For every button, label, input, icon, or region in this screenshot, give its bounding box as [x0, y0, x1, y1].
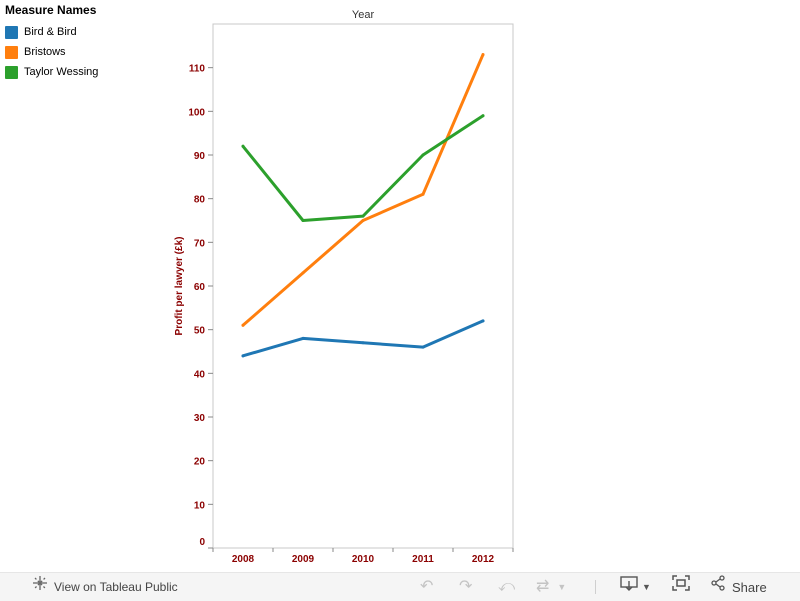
plot-frame [212, 23, 514, 549]
legend-swatch [5, 65, 18, 79]
fullscreen-button[interactable] [672, 573, 690, 601]
legend-label: Bristows [24, 46, 66, 58]
data-point[interactable] [301, 219, 305, 222]
legend-title: Measure Names [5, 3, 97, 17]
x-tick-label: 2012 [472, 554, 495, 565]
legend-item-bristows[interactable]: Bristows [5, 42, 165, 62]
data-point[interactable] [481, 319, 485, 323]
y-tick-label: 40 [194, 369, 206, 380]
legend-swatch [5, 25, 18, 39]
series-line-bird-bird[interactable] [241, 319, 485, 358]
y-tick-label: 100 [188, 107, 205, 118]
view-on-tableau-link[interactable]: View on Tableau Public [32, 573, 178, 601]
share-label: Share [732, 579, 767, 595]
legend-label: Taylor Wessing [24, 66, 99, 78]
revert-button[interactable]: ⤺ [498, 573, 515, 601]
data-point[interactable] [241, 354, 245, 358]
data-point[interactable] [361, 214, 365, 218]
chart-title: Year [352, 9, 375, 21]
data-point[interactable] [361, 341, 365, 345]
y-tick-label: 0 [199, 537, 205, 548]
data-point[interactable] [301, 271, 305, 275]
y-tick-label: 50 [194, 326, 206, 337]
legend-item-bird-bird[interactable]: Bird & Bird [5, 22, 165, 42]
refresh-button[interactable]: ⇄ ▼ [536, 573, 566, 601]
download-button[interactable]: ▼ [620, 573, 651, 601]
y-tick-label: 60 [194, 282, 206, 293]
redo-icon: ↷ [459, 578, 473, 595]
view-on-tableau-label: View on Tableau Public [54, 580, 178, 594]
y-tick-label: 110 [189, 64, 206, 75]
legend: Measure Names Bird & Bird Bristows Taylo… [5, 3, 165, 82]
network-icon [32, 573, 48, 601]
y-axis-label: Profit per lawyer (£k) [174, 237, 185, 336]
x-tick-label: 2011 [412, 554, 434, 565]
y-tick-label: 30 [194, 413, 206, 424]
y-axis: 0 10 20 30 40 50 60 70 80 90 100 110 [188, 64, 213, 549]
refresh-icon: ⇄ [536, 578, 550, 595]
x-tick-label: 2009 [292, 554, 315, 565]
legend-item-taylor-wessing[interactable]: Taylor Wessing [5, 62, 165, 82]
share-icon [710, 573, 726, 601]
y-tick-label: 20 [194, 457, 206, 468]
share-button[interactable]: Share [710, 573, 767, 601]
y-tick-label: 70 [194, 238, 206, 249]
toolbar-divider [595, 580, 596, 594]
data-point[interactable] [241, 323, 245, 327]
y-tick-label: 90 [194, 151, 206, 162]
toolbar: View on Tableau Public ↶ ↷ ⤺ ⇄ ▼ ▼ Share [0, 572, 800, 601]
x-tick-label: 2010 [352, 554, 375, 565]
fullscreen-icon [672, 573, 690, 601]
data-point[interactable] [421, 153, 425, 157]
legend-label: Bird & Bird [24, 26, 77, 38]
data-point[interactable] [421, 345, 425, 349]
x-tick-label: 2008 [232, 554, 255, 565]
x-axis: 2008 2009 2010 2011 2012 [212, 548, 514, 565]
undo-icon: ↶ [420, 578, 434, 595]
series-layer [241, 53, 485, 358]
revert-icon: ⤺ [498, 578, 516, 595]
chevron-down-icon: ▼ [557, 582, 567, 592]
data-point[interactable] [361, 219, 365, 222]
data-point[interactable] [481, 53, 485, 57]
data-point[interactable] [301, 336, 305, 340]
data-point[interactable] [481, 114, 485, 118]
y-tick-label: 80 [194, 195, 206, 206]
data-point[interactable] [241, 144, 245, 148]
y-tick-label: 10 [194, 500, 206, 511]
download-icon [620, 573, 638, 601]
legend-swatch [5, 45, 18, 59]
series-line-taylor-wessing[interactable] [241, 114, 485, 222]
chevron-down-icon: ▼ [642, 582, 651, 592]
undo-button[interactable]: ↶ [420, 573, 433, 601]
redo-button[interactable]: ↷ [459, 573, 472, 601]
data-point[interactable] [421, 192, 425, 196]
